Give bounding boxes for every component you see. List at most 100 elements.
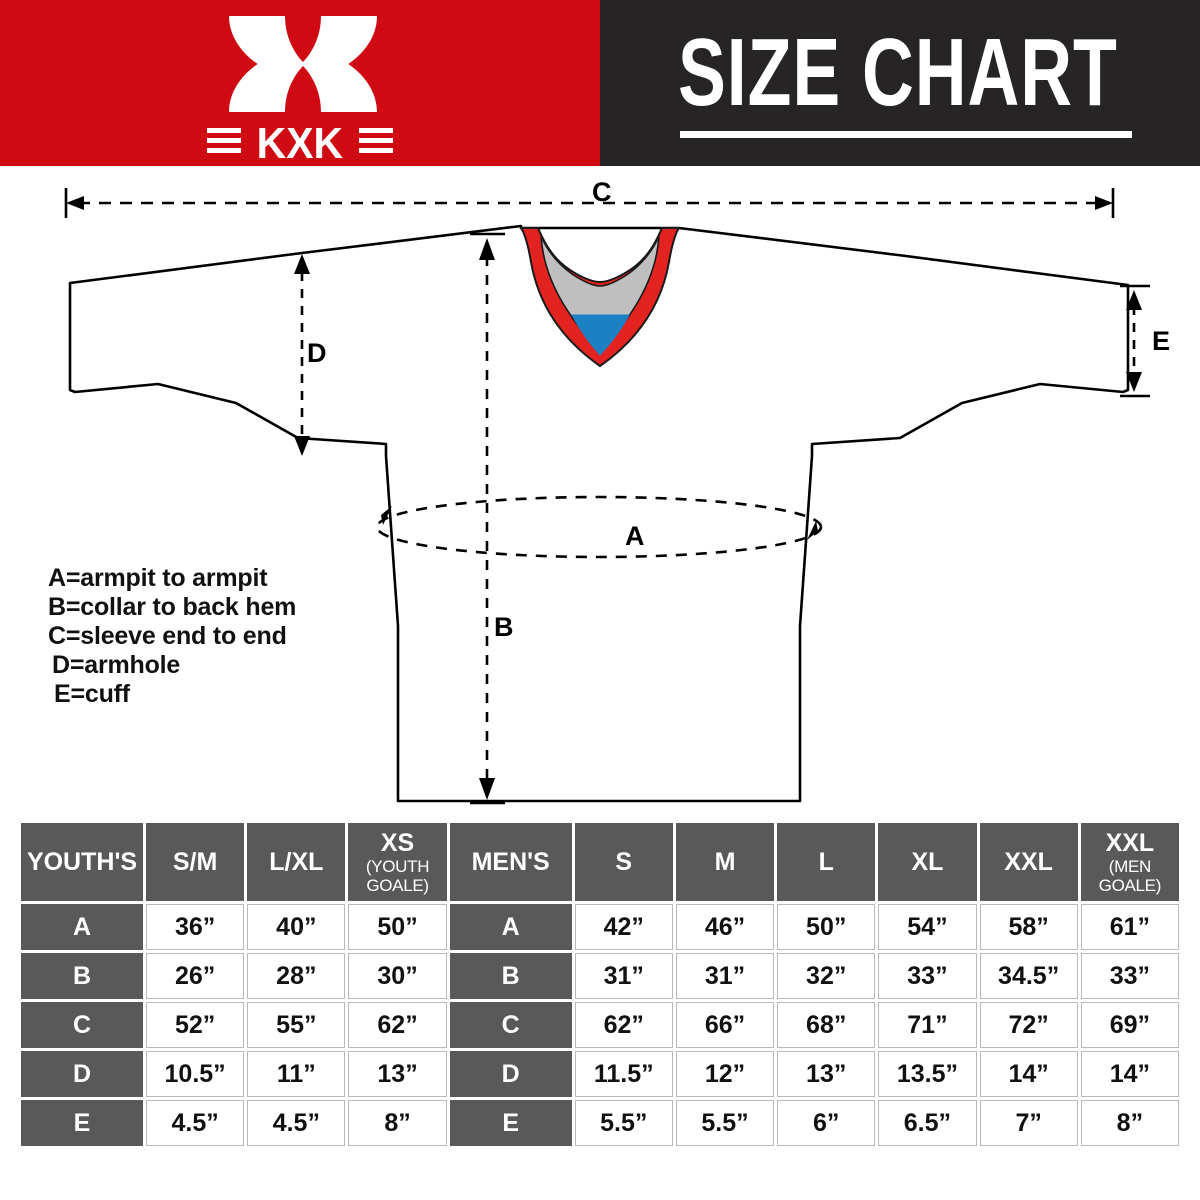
row-label-men-c: C xyxy=(449,1002,572,1048)
cell-men-b-2: 32” xyxy=(777,953,876,999)
cell-youth-e-0: 4.5” xyxy=(146,1100,245,1146)
measurement-legend: A=armpit to armpit B=collar to back hem … xyxy=(48,564,296,709)
cell-men-a-1: 46” xyxy=(675,904,775,950)
header-size-main: XS xyxy=(380,828,415,857)
header-size-sub: (YOUTH GOALE) xyxy=(365,856,430,895)
cell-men-a-5: 61” xyxy=(1080,904,1179,950)
header-size-main: XXL xyxy=(1004,847,1053,876)
cell-men-b-0: 31” xyxy=(574,953,673,999)
dimension-label-d: D xyxy=(307,338,327,368)
header-men-size-1: M xyxy=(675,823,775,901)
header-youth-size-0: S/M xyxy=(146,823,245,901)
header-size-main: S/M xyxy=(172,847,218,876)
jersey-diagram: C D E A B A=armpit to armpit B=collar to… xyxy=(0,166,1200,816)
cell-men-e-1: 5.5” xyxy=(675,1100,775,1146)
svg-text:KXK: KXK xyxy=(257,120,344,164)
cell-youth-e-1: 4.5” xyxy=(247,1100,346,1146)
table-row: D 10.5” 11” 13” D 11.5” 12” 13” 13.5” 14” 14” xyxy=(21,1051,1179,1097)
cell-youth-a-2: 50” xyxy=(348,904,447,950)
cell-men-c-5: 69” xyxy=(1080,1002,1179,1048)
cell-youth-e-2: 8” xyxy=(348,1100,447,1146)
table-row: B 26” 28” 30” B 31” 31” 32” 33” 34.5” 33” xyxy=(21,953,1179,999)
row-label-men-e: E xyxy=(449,1100,572,1146)
row-label-men-d: D xyxy=(449,1051,572,1097)
size-table-wrapper: YOUTH'S S/M L/XL XS (YOUTH GOALE) MEN'S S M L XL XX… xyxy=(18,820,1182,1149)
dimension-b-line xyxy=(470,232,505,805)
cell-youth-d-0: 10.5” xyxy=(146,1051,245,1097)
cell-youth-c-2: 62” xyxy=(348,1002,447,1048)
cell-men-e-2: 6” xyxy=(777,1100,876,1146)
header-group-youth: YOUTH'S xyxy=(21,823,143,901)
header-men-size-2: L xyxy=(777,823,876,901)
size-chart-table: YOUTH'S S/M L/XL XS (YOUTH GOALE) MEN'S S M L XL XX… xyxy=(18,820,1182,1149)
row-label-men-a: A xyxy=(449,904,572,950)
header-size-main: MEN'S xyxy=(471,847,550,876)
cell-youth-b-1: 28” xyxy=(247,953,346,999)
cell-men-d-4: 14” xyxy=(979,1051,1078,1097)
dimension-label-e: E xyxy=(1152,326,1171,356)
table-row: A 36” 40” 50” A 42” 46” 50” 54” 58” 61” xyxy=(21,904,1179,950)
cell-men-e-4: 7” xyxy=(979,1100,1078,1146)
header-men-size-3: XL xyxy=(878,823,977,901)
row-label-youth-e: E xyxy=(21,1100,143,1146)
collar-accent-wedge xyxy=(571,314,630,356)
cell-men-a-3: 54” xyxy=(878,904,977,950)
dimension-label-a: A xyxy=(625,521,645,551)
header-youth-size-1: L/XL xyxy=(247,823,346,901)
header-size-sub: (MEN GOALE) xyxy=(1098,856,1162,895)
title-panel: SIZE CHART xyxy=(600,0,1200,166)
brand-wordmark: KXK xyxy=(205,118,395,169)
cell-men-c-0: 62” xyxy=(574,1002,673,1048)
cell-men-a-0: 42” xyxy=(574,904,673,950)
table-row: E 4.5” 4.5” 8” E 5.5” 5.5” 6” 6.5” 7” 8” xyxy=(21,1100,1179,1146)
cell-men-d-1: 12” xyxy=(675,1051,775,1097)
brand-logo: KXK xyxy=(205,14,395,168)
cell-youth-c-1: 55” xyxy=(247,1002,346,1048)
dimension-c-line xyxy=(64,188,1115,218)
row-label-men-b: B xyxy=(449,953,572,999)
cell-youth-c-0: 52” xyxy=(146,1002,245,1048)
dimension-label-c: C xyxy=(592,177,612,207)
header-size-main: M xyxy=(714,847,736,876)
cell-men-c-1: 66” xyxy=(675,1002,775,1048)
cell-men-d-3: 13.5” xyxy=(878,1051,977,1097)
header-size-main: L xyxy=(818,847,834,876)
cell-youth-a-0: 36” xyxy=(146,904,245,950)
cell-men-e-3: 6.5” xyxy=(878,1100,977,1146)
jersey-technical-drawing xyxy=(64,188,1150,805)
title-underline xyxy=(680,131,1132,138)
cell-men-b-3: 33” xyxy=(878,953,977,999)
cell-youth-d-1: 11” xyxy=(247,1051,346,1097)
cell-men-e-5: 8” xyxy=(1080,1100,1179,1146)
cell-men-c-3: 71” xyxy=(878,1002,977,1048)
cell-men-e-0: 5.5” xyxy=(574,1100,673,1146)
cell-men-c-2: 68” xyxy=(777,1002,876,1048)
cell-men-a-4: 58” xyxy=(979,904,1078,950)
cell-men-b-5: 33” xyxy=(1080,953,1179,999)
row-label-youth-d: D xyxy=(21,1051,143,1097)
dimension-a-ellipse xyxy=(375,495,823,559)
header-men-size-5: XXL (MEN GOALE) xyxy=(1080,823,1179,901)
table-row: C 52” 55” 62” C 62” 66” 68” 71” 72” 69” xyxy=(21,1002,1179,1048)
cell-youth-d-2: 13” xyxy=(348,1051,447,1097)
cell-men-a-2: 50” xyxy=(777,904,876,950)
legend-item-b: B=collar to back hem xyxy=(48,593,297,621)
cell-men-c-4: 72” xyxy=(979,1002,1078,1048)
row-label-youth-c: C xyxy=(21,1002,143,1048)
header-size-main: XXL xyxy=(1105,828,1155,857)
cell-youth-b-2: 30” xyxy=(348,953,447,999)
table-header-row: YOUTH'S S/M L/XL XS (YOUTH GOALE) MEN'S S M L XL XX… xyxy=(21,823,1179,901)
header-men-size-4: XXL xyxy=(979,823,1078,901)
page-header: KXK SIZE CHART xyxy=(0,0,1200,168)
cell-men-d-5: 14” xyxy=(1080,1051,1179,1097)
header-men-size-0: S xyxy=(574,823,673,901)
header-youth-size-2: XS (YOUTH GOALE) xyxy=(348,823,447,901)
row-label-youth-a: A xyxy=(21,904,143,950)
dimension-label-b: B xyxy=(494,612,514,642)
header-group-men: MEN'S xyxy=(449,823,572,901)
dimension-e-line xyxy=(1120,284,1150,398)
header-size-main: S xyxy=(615,847,633,876)
jersey-outline xyxy=(68,224,1130,803)
legend-item-e: E=cuff xyxy=(54,680,130,708)
